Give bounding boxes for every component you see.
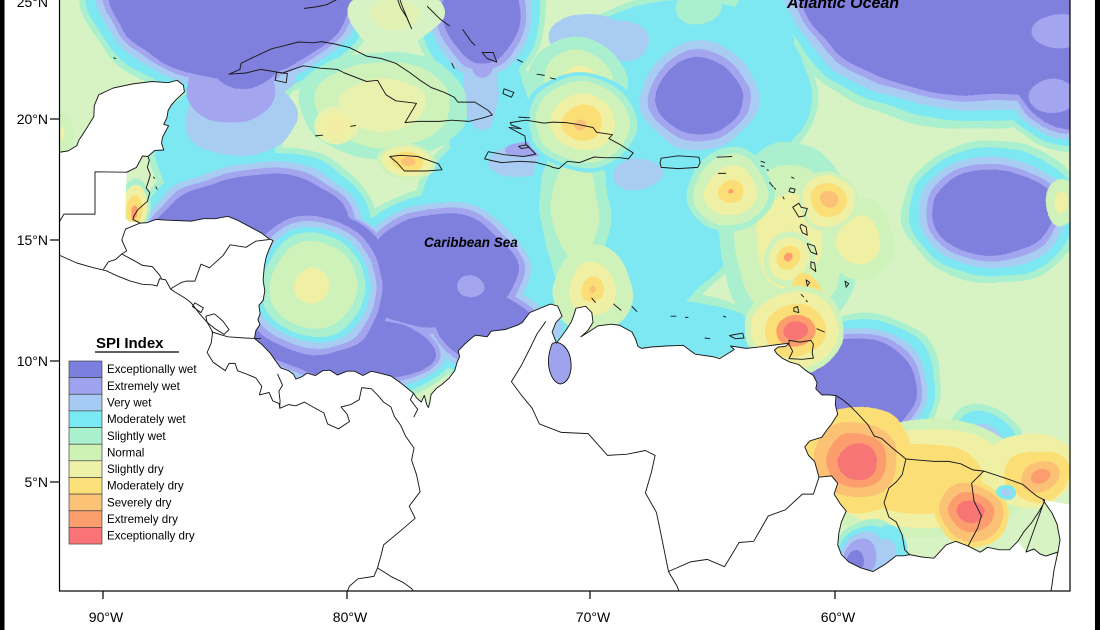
svg-text:Exceptionally wet: Exceptionally wet bbox=[107, 363, 197, 376]
svg-text:Atlantic Ocean: Atlantic Ocean bbox=[786, 0, 899, 12]
svg-text:Extremely wet: Extremely wet bbox=[107, 380, 181, 393]
svg-text:90°W: 90°W bbox=[89, 609, 124, 625]
svg-text:15°N: 15°N bbox=[17, 232, 48, 248]
svg-text:70°W: 70°W bbox=[576, 609, 611, 625]
svg-text:Slightly wet: Slightly wet bbox=[107, 430, 166, 443]
svg-text:60°W: 60°W bbox=[821, 609, 856, 625]
svg-text:Caribbean Sea: Caribbean Sea bbox=[424, 235, 518, 250]
svg-text:SPI Index: SPI Index bbox=[96, 335, 164, 352]
svg-text:80°W: 80°W bbox=[333, 609, 368, 625]
svg-text:25°N: 25°N bbox=[17, 0, 48, 10]
svg-text:Severely dry: Severely dry bbox=[107, 496, 172, 509]
svg-text:Extremely dry: Extremely dry bbox=[107, 513, 178, 526]
svg-text:Exceptionally dry: Exceptionally dry bbox=[107, 530, 195, 543]
svg-text:5°N: 5°N bbox=[25, 474, 49, 490]
svg-text:Normal: Normal bbox=[107, 446, 144, 459]
svg-text:Moderately dry: Moderately dry bbox=[107, 480, 184, 493]
svg-text:20°N: 20°N bbox=[17, 111, 48, 127]
svg-text:Moderately wet: Moderately wet bbox=[107, 413, 186, 426]
svg-text:Very wet: Very wet bbox=[107, 397, 152, 410]
svg-text:Slightly dry: Slightly dry bbox=[107, 463, 164, 476]
svg-text:10°N: 10°N bbox=[17, 353, 48, 369]
